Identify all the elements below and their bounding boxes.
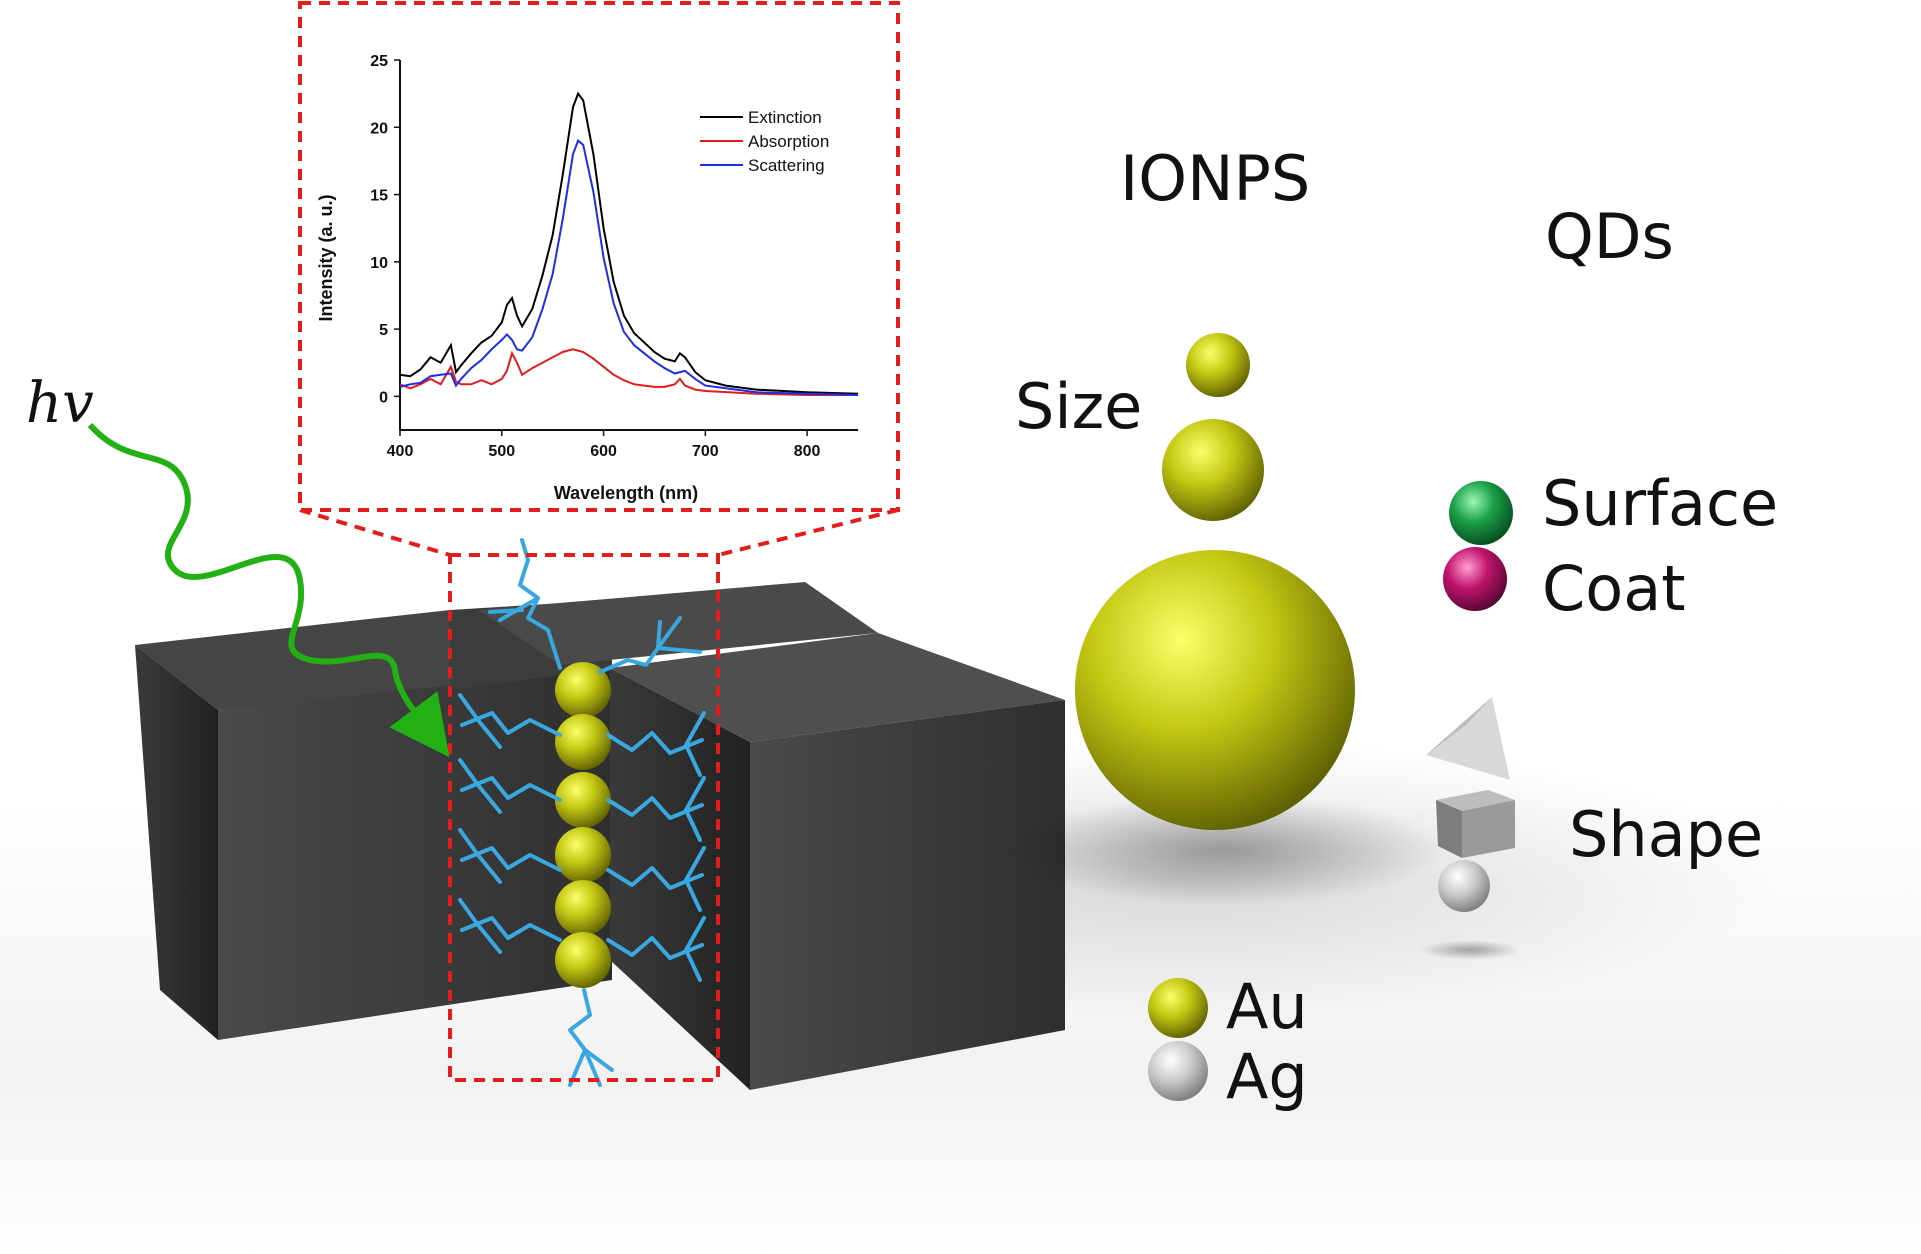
plot-area [399,60,859,431]
ligand-segment-7 [460,711,562,737]
large-gold-sphere [1075,550,1355,830]
au-sphere [1148,978,1208,1038]
ionps-label: IONPS [1120,142,1310,215]
ligand-segment-5 [656,616,682,650]
qds-label: QDs [1545,200,1674,273]
ligand-segment-16 [606,796,704,820]
y-tick-label-20: 20 [370,120,388,137]
chain-sphere-2 [555,714,611,770]
coat-sphere [1443,547,1507,611]
ligand-segment-30 [684,948,702,982]
ligand-segment-33 [583,1048,614,1072]
size-label: Size [1015,370,1142,443]
ligand-segment-25 [460,916,562,942]
medium-gold-sphere [1162,419,1264,521]
y-tick-label-5: 5 [379,322,388,339]
ligand-segment-12 [684,743,702,777]
ligand-segment-20 [458,828,480,857]
ligand-segment-9 [476,718,502,749]
ligand-segment-21 [476,853,502,884]
left-block [135,600,612,1040]
chart-legend: Extinction Absorption Scattering [700,108,829,175]
ligand-segment-31 [568,988,592,1052]
big-sphere-shadow [1005,795,1445,905]
surface-sphere [1449,481,1513,545]
photon-wave-arrow [87,423,450,758]
chain-sphere-5 [555,880,611,936]
pyramid-shape [1426,697,1510,780]
y-tick-label-25: 25 [370,53,388,70]
ag-sphere [1148,1041,1208,1101]
ligand-segment-23 [684,846,706,882]
series-line-scattering [399,139,859,396]
surface-label: Surface [1542,467,1778,540]
series-line-extinction [399,91,859,395]
shape-label: Shape [1569,798,1763,871]
x-axis-title: Wavelength (nm) [554,483,698,503]
inset-connector [299,508,899,1082]
chain-sphere-4 [555,827,611,883]
ligand-segment-29 [684,916,706,952]
ligand-segment-10 [606,731,704,755]
x-tick-label-500: 500 [488,443,515,460]
ligand-segment-28 [606,936,704,960]
ag-label: Ag [1226,1040,1308,1113]
ligand-segment-24 [684,878,702,912]
hv-label: hv [26,371,94,436]
x-tick-label-700: 700 [692,443,719,460]
gold-nanoparticle-chain [555,662,611,988]
ligand-segment-26 [458,898,480,927]
ligand-segment-11 [684,711,706,747]
legend-label-scattering: Scattering [748,156,825,175]
ligand-segment-27 [476,923,502,954]
ligand-segment-6 [656,620,662,650]
au-label: Au [1226,970,1308,1043]
chain-sphere-1 [555,662,611,718]
shape-shadow [1420,940,1520,960]
legend-label-extinction: Extinction [748,108,822,127]
y-tick-label-10: 10 [370,255,388,272]
cube-shape [1436,790,1515,858]
chain-sphere-3 [555,772,611,828]
ligand-segment-19 [460,846,562,872]
legend-label-absorption: Absorption [748,132,829,151]
x-tick-label-600: 600 [590,443,617,460]
y-axis-title: Intensity (a. u.) [316,194,336,321]
ligand-segment-13 [460,776,562,802]
inset-chart: 400 500 600 700 800 0 5 10 15 20 25 Wavelength (n… [298,1,900,512]
chain-sphere-6 [555,932,611,988]
small-gold-sphere [1186,333,1250,397]
ligand-segment-17 [684,776,706,812]
ligand-segment-8 [458,693,480,722]
y-tick-label-15: 15 [370,188,388,205]
series-line-absorption [399,348,858,396]
x-tick-label-800: 800 [794,443,821,460]
coat-label: Coat [1542,552,1686,625]
ligand-molecules [458,538,706,1087]
x-tick-label-400: 400 [387,443,414,460]
silver-shape-sphere [1438,860,1490,912]
ligand-segment-4 [598,646,702,674]
right-block [610,633,1065,1090]
y-tick-label-0: 0 [379,389,388,406]
ligand-segment-3 [498,596,540,622]
x-axis-ticks: 400 500 600 700 800 [387,430,821,460]
ligand-segment-14 [458,758,480,787]
y-axis-ticks: 0 5 10 15 20 25 [370,53,400,406]
ligand-segment-18 [684,808,702,842]
ligand-segment-15 [476,783,502,814]
ligand-segment-22 [606,866,704,890]
